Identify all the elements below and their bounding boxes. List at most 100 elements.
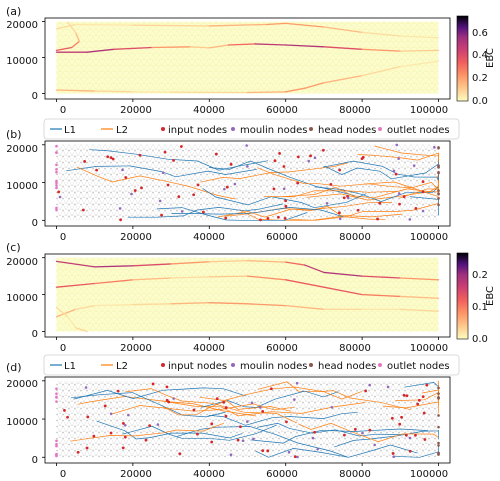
head-node (437, 441, 440, 445)
input-node (296, 155, 300, 159)
input-node (356, 208, 360, 212)
input-node (376, 217, 379, 221)
channel-path (112, 403, 295, 415)
channel-path (250, 428, 429, 444)
outlet-node (55, 206, 58, 210)
channel-segment (254, 43, 287, 46)
head-node (437, 166, 440, 169)
channel-path (122, 424, 277, 441)
outlet-node (55, 454, 58, 458)
input-node (390, 416, 394, 420)
input-node (196, 183, 200, 187)
channel-path (289, 199, 439, 221)
input-node (76, 450, 80, 454)
channel-segment (94, 279, 134, 285)
input-node (202, 210, 205, 214)
channel-segment (208, 275, 249, 278)
moulin-node (118, 207, 122, 210)
input-node (179, 145, 183, 148)
input-node (368, 428, 372, 432)
outlet-node (55, 442, 58, 446)
head-node (437, 386, 440, 390)
channel-path (171, 207, 344, 218)
channel-segment (361, 48, 401, 52)
moulin-node (245, 144, 248, 147)
x-tick-label: 80000 (339, 469, 371, 480)
input-node (225, 185, 229, 189)
outlet-node (55, 151, 58, 154)
outlet-node (55, 395, 58, 399)
input-node (192, 408, 196, 412)
x-tick-label: 20000 (120, 343, 152, 354)
colorbar-label: EBC (485, 48, 496, 68)
input-node (177, 195, 181, 199)
colorbar-tick-label: 0.0 (472, 96, 488, 107)
y-tick-label: 0 (32, 455, 38, 466)
input-node (391, 452, 395, 455)
colorbar-label: EBC (485, 286, 496, 306)
colorbar-c: EBC 0.0 0.1 0.2 (456, 252, 496, 345)
channel-segment (323, 26, 363, 34)
channel-segment (323, 271, 363, 277)
channel-segment (208, 44, 230, 49)
channel-segment (170, 276, 210, 279)
channel-segment (399, 60, 440, 68)
channel-segment (361, 65, 401, 77)
input-node (166, 183, 170, 187)
input-node (421, 395, 425, 399)
moulin-node (316, 447, 319, 451)
head-node (437, 171, 440, 175)
input-node (57, 190, 61, 194)
x-tick-label: 60000 (266, 469, 298, 480)
x-tick-label: 40000 (193, 343, 225, 354)
ticks-b: 0 10000 20000 0 20000 40000 60000 80000 … (6, 144, 448, 243)
input-node (422, 411, 426, 415)
outlet-node (55, 400, 58, 403)
axes-frame (44, 376, 451, 464)
outlet-node (55, 184, 58, 187)
legend-d: L1 L2 input nodes moulin nodes head node… (43, 354, 460, 376)
channel-segment (132, 24, 210, 27)
input-node (398, 422, 402, 426)
y-tick-label: 20000 (6, 144, 38, 155)
input-node (313, 430, 316, 434)
input-node (329, 182, 333, 186)
channel-segment (86, 48, 115, 53)
panel-d: (d) L1 L2 input nodes moulin nodes head … (6, 354, 460, 480)
moulin-node (397, 192, 401, 195)
input-node (116, 389, 120, 393)
channel-segment (285, 304, 325, 310)
channel-segment (55, 282, 96, 288)
outlet-node (55, 144, 58, 148)
moulin-node (223, 187, 226, 191)
channel-segment (285, 44, 325, 48)
moulin-node (392, 455, 396, 458)
input-node (408, 449, 412, 453)
outlet-node (55, 170, 58, 174)
moulin-node (156, 423, 160, 426)
outlet-node (55, 444, 58, 448)
channel-segment (399, 49, 440, 52)
input-node (282, 165, 286, 168)
channel-segment (246, 259, 287, 263)
channel-segment (208, 23, 268, 27)
channel-path (436, 380, 439, 398)
moulin-node (158, 199, 162, 203)
input-node (405, 394, 409, 398)
outlet-node (55, 208, 58, 212)
channel-segment (94, 265, 134, 268)
channel-path (218, 202, 393, 218)
x-tick-label: 80000 (339, 105, 371, 116)
moulin-node (130, 192, 133, 196)
legend-box (43, 118, 460, 140)
channel-segment (285, 261, 306, 266)
channel-path (156, 207, 308, 221)
colorbar-tick-label: 0.4 (472, 50, 488, 61)
input-node (239, 425, 242, 429)
colorbar-tick-label: 0.2 (472, 73, 488, 84)
legend-label-l1: L1 (64, 125, 76, 136)
y-tick-label: 20000 (6, 257, 38, 268)
input-node (338, 168, 342, 172)
channel-path (176, 426, 349, 458)
